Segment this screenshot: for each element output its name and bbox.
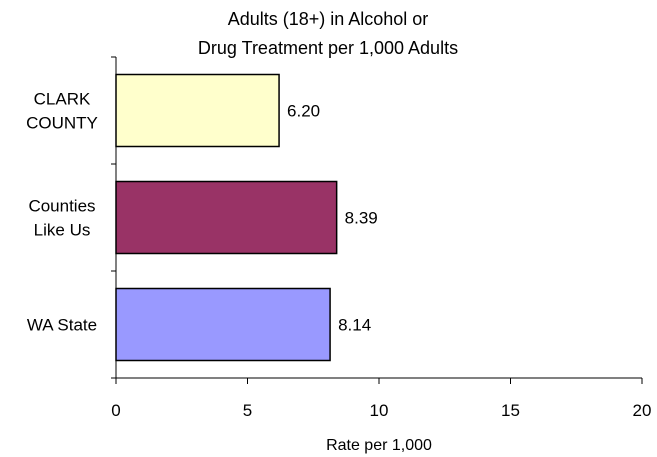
category-label: COUNTY — [26, 114, 98, 133]
x-tick-label: 0 — [111, 401, 120, 420]
bar — [115, 73, 280, 148]
x-tick-label: 20 — [633, 401, 652, 420]
plot-area: 6.20 CLARK COUNTY 8.39 Counties Like Us 8.14 WA… — [26, 56, 652, 420]
x-axis-title: Rate per 1,000 — [326, 437, 432, 454]
x-tick-label: 10 — [370, 401, 389, 420]
category-label: Counties — [28, 197, 95, 216]
bar — [115, 287, 331, 362]
category-label: Like Us — [34, 221, 91, 240]
data-label: 8.39 — [345, 209, 378, 228]
x-tick-label: 15 — [501, 401, 520, 420]
data-label: 6.20 — [287, 102, 320, 121]
data-label: 8.14 — [338, 316, 371, 335]
category-label: WA State — [27, 316, 97, 335]
chart-title-line-1: Adults (18+) in Alcohol or — [228, 9, 429, 29]
category-label: CLARK — [34, 90, 91, 109]
bar — [115, 180, 338, 255]
x-tick-label: 5 — [243, 401, 252, 420]
chart-title-line-2: Drug Treatment per 1,000 Adults — [198, 38, 458, 58]
